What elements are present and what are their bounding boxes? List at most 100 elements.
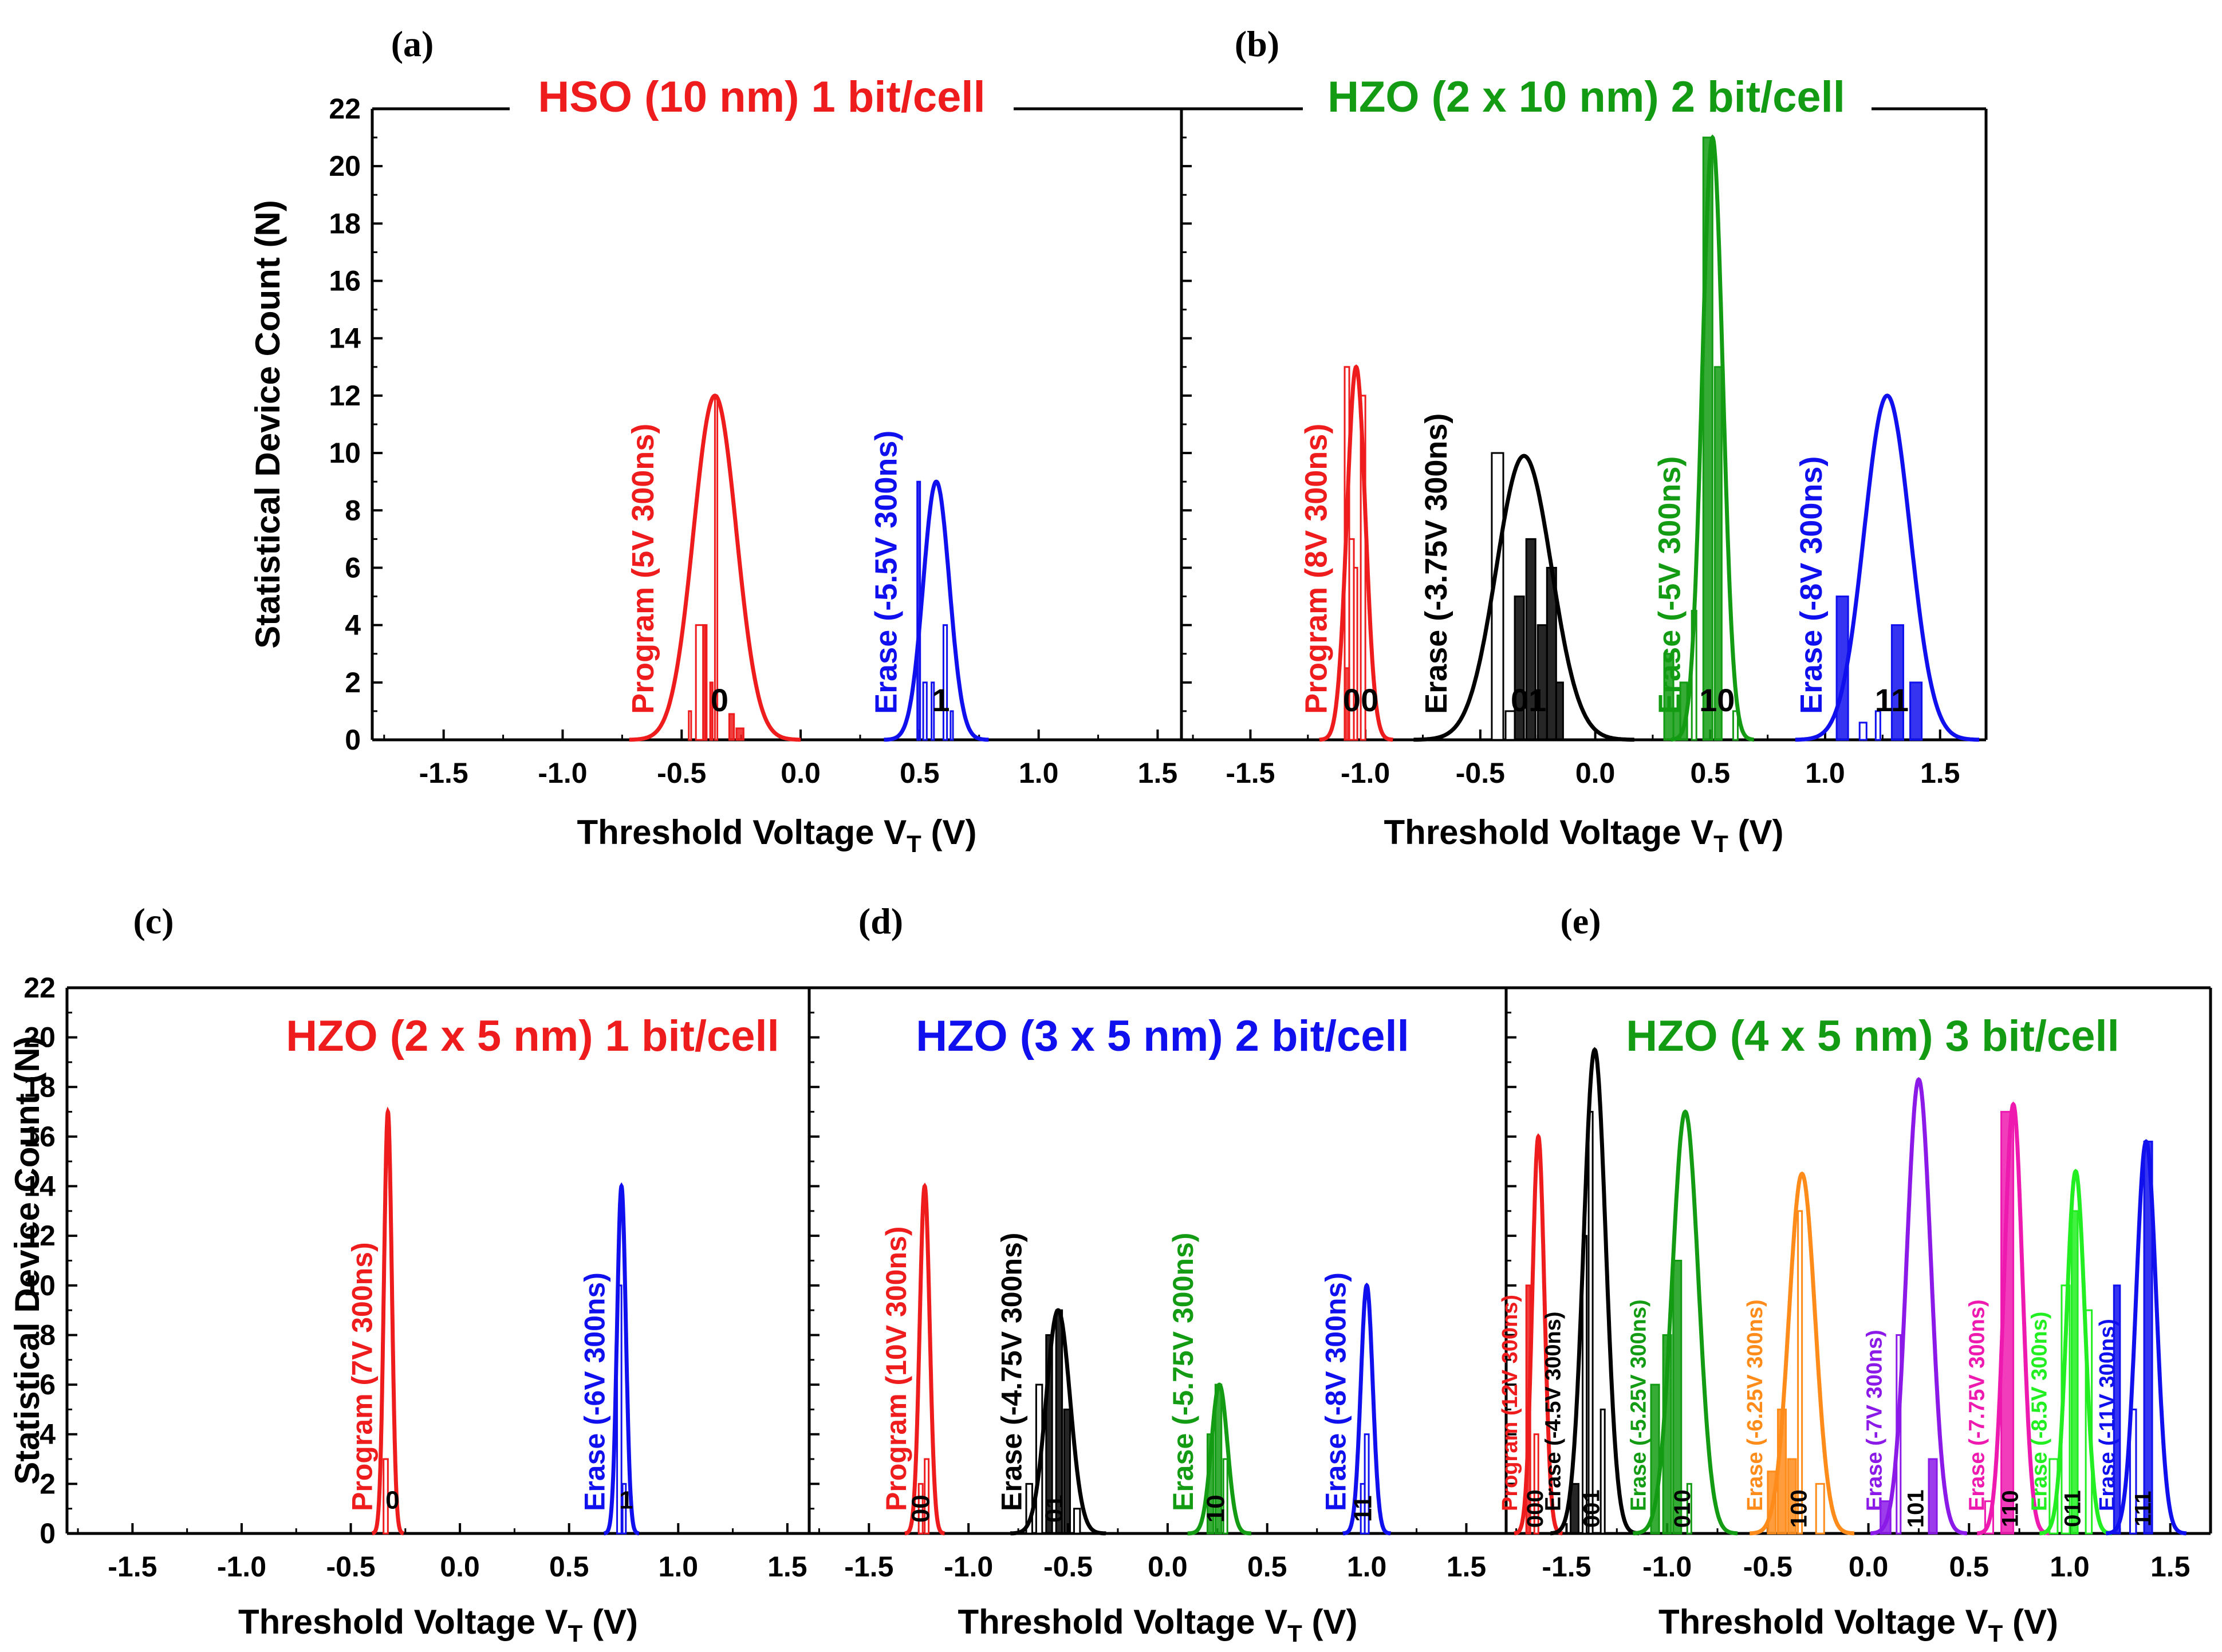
y-tick-label: 10	[23, 1269, 56, 1302]
gaussian-fit-curve	[1342, 1282, 1392, 1536]
state-group-001: Erase (-4.5V 300ns) 001	[1541, 1047, 1639, 1536]
y-tick-label: 18	[23, 1071, 56, 1103]
histogram-bar	[1713, 366, 1723, 741]
panel-label: (e)	[1560, 901, 1601, 941]
histogram-bar	[1672, 1260, 1683, 1535]
histogram-bar	[950, 710, 954, 741]
chart-title: HZO (2 x 5 nm) 1 bit/cell	[286, 1012, 779, 1060]
histogram-bar	[1533, 1433, 1539, 1535]
state-condition-label: Program (12V 300ns)	[1498, 1295, 1522, 1511]
state-condition-label: Erase (-8V 300ns)	[1794, 456, 1829, 714]
y-tick-label: 16	[329, 265, 361, 297]
state-condition-label: Erase (-3.75V 300ns)	[1419, 413, 1453, 714]
histogram-bar	[1928, 1458, 1938, 1535]
histogram-bar	[1787, 1458, 1797, 1535]
x-tick-label: 0.0	[1148, 1551, 1188, 1583]
x-tick-label: 1.0	[1805, 757, 1845, 789]
histogram-bar	[1569, 1483, 1580, 1535]
histogram-bar	[1663, 653, 1675, 741]
histogram-bar	[922, 681, 928, 741]
panel-label: (d)	[858, 901, 903, 941]
state-condition-label: Erase (-8V 300ns)	[1320, 1272, 1352, 1511]
state-condition-label: Erase (-7V 300ns)	[1863, 1330, 1887, 1511]
state-group-100: Erase (-6.25V 300ns) 100	[1743, 1171, 1854, 1536]
x-tick-label: 1.5	[1920, 757, 1960, 789]
histogram-bar	[924, 1458, 930, 1535]
x-axis-label: Threshold Voltage VT (V)	[238, 1603, 638, 1647]
histogram-bar	[383, 1458, 389, 1535]
histogram-bar	[1815, 1483, 1825, 1535]
y-tick-label: 0	[345, 724, 361, 756]
histogram-bar	[728, 713, 735, 741]
state-code-label: 11	[1349, 1495, 1377, 1522]
x-tick-label: 0.5	[549, 1551, 589, 1583]
x-tick-label: 1.0	[2050, 1551, 2090, 1583]
chart-panel-e: (e) HZO (4 x 5 nm) 3 bit/cell -1.5 -1.0 -0.5…	[1498, 901, 2212, 1647]
state-condition-label: Erase (-5V 300ns)	[1652, 456, 1687, 714]
histogram-bar	[2113, 1284, 2121, 1535]
chart-title: HZO (3 x 5 nm) 2 bit/cell	[916, 1012, 1409, 1060]
state-code-label: 1	[619, 1487, 633, 1515]
gaussian-fit-curve	[1319, 364, 1393, 742]
x-tick-label: -0.5	[1743, 1551, 1792, 1583]
panel-label: (a)	[391, 23, 434, 64]
gaussian-fit-curve	[2039, 1169, 2112, 1536]
state-group-1: Erase (-6V 300ns) 1	[578, 1182, 640, 1536]
y-tick-label: 12	[329, 380, 361, 412]
histogram-bar	[2129, 1408, 2137, 1535]
state-group-011: Erase (-8.5V 300ns) 011	[2027, 1169, 2112, 1536]
histogram-bar	[1599, 1408, 1606, 1535]
y-tick-label: 8	[345, 494, 361, 526]
y-tick-label: 10	[329, 437, 361, 469]
state-condition-label: Program (10V 300ns)	[880, 1227, 912, 1511]
y-tick-label: 14	[329, 322, 361, 354]
histogram-bar	[1686, 1483, 1692, 1535]
state-group-111: Erase (-11V 300ns) 111	[2095, 1139, 2187, 1536]
chart-title: HZO (4 x 5 nm) 3 bit/cell	[1626, 1012, 2119, 1060]
state-condition-label: Erase (-5.75V 300ns)	[1167, 1233, 1199, 1511]
x-tick-label: 1.5	[2150, 1551, 2191, 1583]
x-tick-label: -1.0	[944, 1551, 993, 1583]
gaussian-fit-curve	[629, 393, 801, 742]
state-group-101: Erase (-7V 300ns) 101	[1863, 1077, 1967, 1536]
x-axis-label: Threshold Voltage VT (V)	[1384, 813, 1784, 857]
x-tick-label: -1.5	[419, 757, 468, 789]
x-tick-label: 1.5	[767, 1551, 807, 1583]
histogram-bar	[931, 681, 935, 741]
state-group-10: Erase (-5V 300ns) 10	[1652, 134, 1754, 742]
gaussian-fit-curve	[1514, 1133, 1563, 1536]
chart-panel-c: (c)HZO (2 x 5 nm) 1 bit/cell024681012141…	[23, 901, 811, 1647]
gaussian-fit-curve	[603, 1182, 640, 1536]
histogram-bar	[702, 624, 708, 741]
x-tick-label: -0.5	[1043, 1551, 1093, 1583]
chart-title: HSO (10 nm) 1 bit/cell	[538, 73, 985, 121]
y-tick-label: 12	[23, 1220, 56, 1252]
y-tick-label: 2	[40, 1468, 56, 1500]
state-condition-label: Erase (-6V 300ns)	[578, 1272, 610, 1511]
x-tick-label: 0.5	[900, 757, 940, 789]
state-group-00: Program (8V 300ns) 00	[1299, 364, 1393, 742]
state-condition-label: Program (5V 300ns)	[626, 424, 660, 714]
state-code-label: 10	[1699, 682, 1735, 718]
gaussian-fit-curve	[1010, 1308, 1106, 1536]
state-code-label: 01	[1041, 1495, 1069, 1523]
chart-title: HZO (2 x 10 nm) 2 bit/cell	[1327, 73, 1845, 121]
state-code-label: 10	[1201, 1495, 1230, 1523]
state-code-label: 010	[1670, 1489, 1695, 1528]
gaussian-fit-curve	[1550, 1047, 1639, 1536]
y-tick-label: 6	[345, 551, 361, 583]
x-tick-label: 0.0	[1575, 757, 1616, 789]
x-tick-label: 0.0	[1849, 1551, 1889, 1583]
histogram-bar	[942, 624, 948, 741]
x-axis-label: Threshold Voltage VT (V)	[577, 813, 977, 857]
gaussian-fit-curve	[1795, 393, 1979, 742]
x-tick-label: -1.0	[538, 757, 587, 789]
gaussian-fit-curve	[1187, 1382, 1251, 1536]
y-tick-label: 16	[23, 1121, 56, 1153]
histogram-bar	[688, 710, 692, 741]
y-tick-label: 20	[329, 150, 361, 182]
chart-panel-d: (d) HZO (3 x 5 nm) 2 bit/cell -1.5 -1.0 -0.5…	[807, 901, 1508, 1647]
state-code-label: 0	[385, 1487, 399, 1515]
y-tick-label: 22	[23, 972, 56, 1004]
